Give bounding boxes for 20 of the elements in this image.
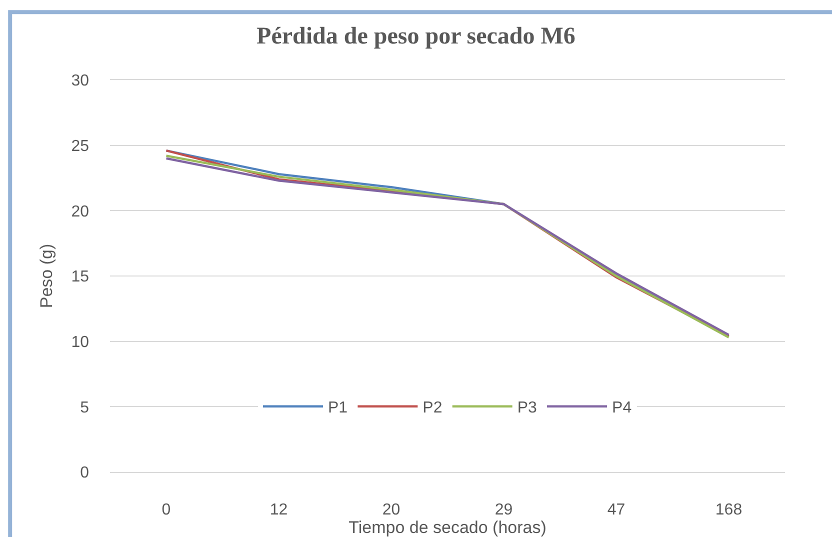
legend-label: P4 [612,400,632,417]
x-tick-label: 29 [494,501,513,518]
y-tick-label: 30 [71,72,90,90]
y-tick-label: 20 [71,203,90,220]
x-tick-label: 12 [270,501,288,518]
legend-label: P1 [328,400,348,417]
y-tick-label: 5 [80,399,90,416]
x-tick-label: 0 [162,501,171,518]
x-axis-title: Tiempo de secado (horas) [348,518,546,537]
y-axis-title: Peso (g) [36,244,56,308]
x-tick-label: 20 [382,501,400,518]
y-tick-label: 0 [80,464,90,482]
y-tick-label: 15 [71,268,90,286]
x-tick-label: 168 [715,501,742,518]
y-tick-label: 10 [71,334,90,351]
chart-title: Pérdida de peso por secado M6 [256,23,576,50]
legend-label: P2 [422,400,442,417]
legend-label: P3 [517,400,538,417]
y-tick-label: 25 [71,138,90,155]
x-tick-label: 47 [607,501,626,518]
